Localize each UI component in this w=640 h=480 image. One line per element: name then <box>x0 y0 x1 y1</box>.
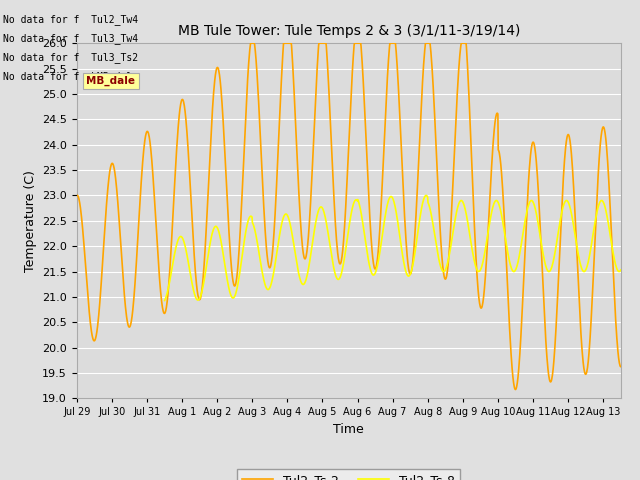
Tul2_Ts-2 <box>73 192 81 198</box>
Tul2_Ts-2 <box>511 387 519 393</box>
Tul2_Ts-2 <box>181 106 189 111</box>
Text: MB_dale: MB_dale <box>86 76 136 86</box>
Text: No data for f  LMB_dale: No data for f LMB_dale <box>3 71 138 82</box>
Tul2_Ts-2 <box>546 377 554 383</box>
Text: No data for f  Tul3_Ts2: No data for f Tul3_Ts2 <box>3 52 138 63</box>
Tul2_Ts-2 <box>230 282 237 288</box>
Tul2_Ts-8 <box>587 246 595 252</box>
Tul2_Ts-8 <box>422 192 430 198</box>
Tul2_Ts-2 <box>485 216 493 222</box>
X-axis label: Time: Time <box>333 423 364 436</box>
Text: No data for f  Tul2_Tw4: No data for f Tul2_Tw4 <box>3 13 138 24</box>
Tul2_Ts-8 <box>413 238 420 244</box>
Tul2_Ts-8 <box>458 198 466 204</box>
Tul2_Ts-8 <box>342 247 349 252</box>
Line: Tul2_Ts-2: Tul2_Ts-2 <box>77 43 621 390</box>
Line: Tul2_Ts-8: Tul2_Ts-8 <box>164 195 621 300</box>
Tul2_Ts-2 <box>171 184 179 190</box>
Tul2_Ts-2 <box>617 364 625 370</box>
Legend: Tul2_Ts-2, Tul2_Ts-8: Tul2_Ts-2, Tul2_Ts-8 <box>237 468 460 480</box>
Tul2_Ts-2 <box>247 40 255 46</box>
Tul2_Ts-8 <box>553 239 561 245</box>
Tul2_Ts-2 <box>280 41 287 47</box>
Y-axis label: Temperature (C): Temperature (C) <box>24 170 36 272</box>
Tul2_Ts-8 <box>617 267 625 273</box>
Tul2_Ts-8 <box>161 298 168 303</box>
Tul2_Ts-8 <box>541 259 548 265</box>
Title: MB Tule Tower: Tule Temps 2 & 3 (3/1/11-3/19/14): MB Tule Tower: Tule Temps 2 & 3 (3/1/11-… <box>178 24 520 38</box>
Text: No data for f  Tul3_Tw4: No data for f Tul3_Tw4 <box>3 33 138 44</box>
